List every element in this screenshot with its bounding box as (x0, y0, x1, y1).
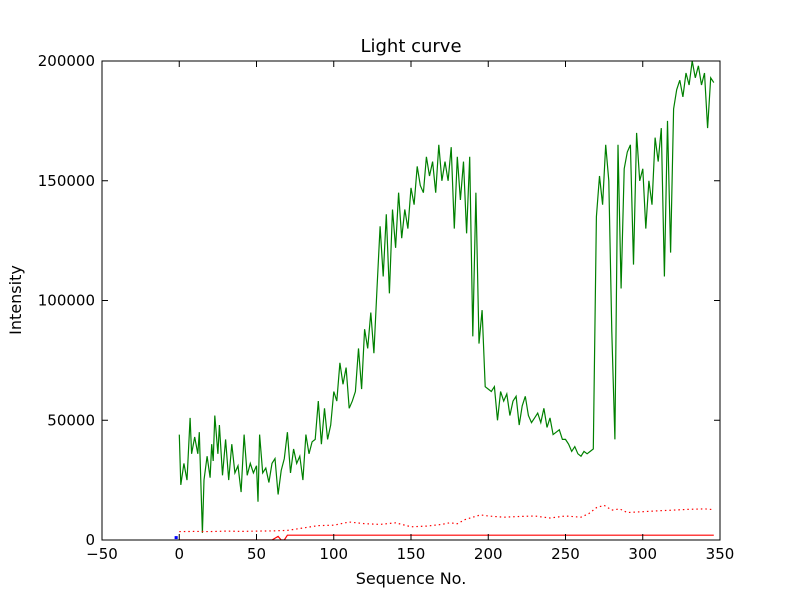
x-tick-label: 150 (397, 545, 426, 563)
x-tick-label: 50 (247, 545, 266, 563)
series-line-2 (179, 534, 714, 540)
y-tick-label: 150000 (38, 172, 95, 190)
x-tick-label: −50 (86, 545, 118, 563)
x-tick-label: 0 (174, 545, 184, 563)
x-axis-label: Sequence No. (356, 569, 467, 588)
x-tick-label: 350 (706, 545, 735, 563)
x-tick-label: 200 (474, 545, 503, 563)
series-layer (174, 61, 715, 540)
y-tick-label: 0 (85, 531, 95, 549)
x-tick-label: 250 (551, 545, 580, 563)
x-tick-label: 300 (628, 545, 657, 563)
y-tick-label: 200000 (38, 52, 95, 70)
x-axis: −50 0 50 100 150 200 250 300 350 (86, 61, 734, 563)
chart-title: Light curve (360, 36, 461, 57)
x-tick-label: 100 (319, 545, 348, 563)
y-tick-label: 50000 (47, 411, 95, 429)
series-line-1 (179, 504, 714, 533)
y-tick-label: 100000 (38, 292, 95, 310)
y-axis: 0 50000 100000 150000 200000 (38, 52, 720, 549)
y-axis-label: Intensity (6, 265, 25, 335)
series-line-0 (178, 61, 715, 533)
